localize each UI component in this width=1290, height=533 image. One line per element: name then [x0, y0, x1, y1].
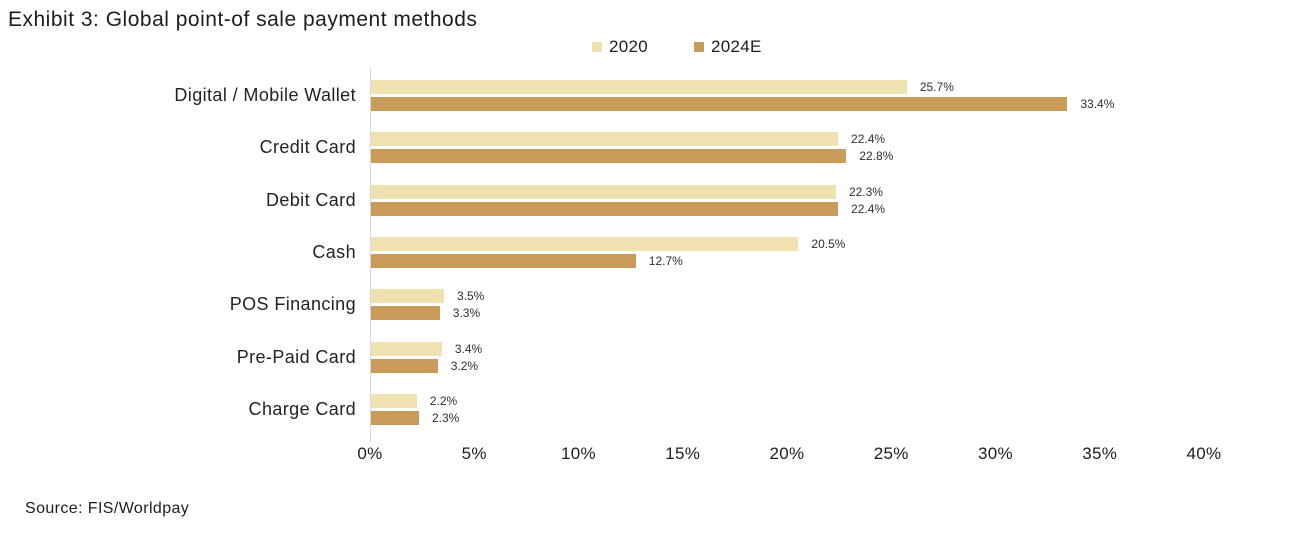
category-label-cash: Cash	[312, 241, 356, 262]
category-label-pre-paid-card: Pre-Paid Card	[236, 346, 356, 367]
bar-2020-charge-card	[371, 393, 417, 408]
bar-2020-pre-paid-card	[371, 341, 442, 356]
bar-group-digital-mobile-wallet: 25.7% 33.4%	[371, 80, 1205, 111]
legend-swatch-icon	[592, 42, 602, 52]
legend-label: 2020	[609, 37, 649, 56]
category-label-charge-card: Charge Card	[248, 398, 356, 419]
value-label-2020-cash: 20.5%	[811, 236, 846, 251]
x-tick-15: 15%	[665, 444, 701, 463]
category-label-pos-financing: POS Financing	[229, 294, 356, 315]
legend-swatch-icon	[694, 42, 705, 52]
bar-2024e-pos-financing	[371, 306, 440, 321]
legend-label: 2024E	[711, 37, 762, 56]
bar-2024e-cash	[371, 253, 636, 268]
value-label-2024e-digital-mobile-wallet: 33.4%	[1080, 97, 1115, 111]
bar-row-2024e-cash: 12.7%	[371, 253, 1205, 268]
bar-row-2020-debit-card: 22.3%	[371, 184, 1205, 199]
bar-row-2020-credit-card: 22.4%	[371, 132, 1205, 147]
category-label-debit-card: Debit Card	[265, 189, 356, 210]
x-tick-5: 5%	[461, 444, 487, 463]
value-label-2020-pos-financing: 3.5%	[456, 289, 485, 304]
x-tick-20: 20%	[769, 444, 805, 463]
x-tick-0: 0%	[357, 444, 383, 463]
value-label-2020-credit-card: 22.4%	[851, 132, 886, 147]
bar-group-charge-card: 2.2% 2.3%	[371, 393, 1205, 425]
bar-row-2020-cash: 20.5%	[371, 236, 1205, 251]
value-label-2020-charge-card: 2.2%	[429, 393, 458, 408]
x-tick-25: 25%	[873, 444, 909, 463]
bar-2024e-digital-mobile-wallet	[371, 97, 1068, 111]
legend: 2020 2024E	[592, 37, 762, 57]
bar-group-credit-card: 22.4% 22.8%	[371, 132, 1205, 164]
x-tick-40: 40%	[1186, 444, 1222, 463]
category-label-digital-mobile-wallet: Digital / Mobile Wallet	[174, 85, 356, 105]
bar-row-2020-pre-paid-card: 3.4%	[371, 341, 1205, 356]
legend-item-2024e: 2024E	[694, 37, 762, 57]
bar-row-2024e-credit-card: 22.8%	[371, 149, 1205, 164]
bar-2024e-pre-paid-card	[371, 358, 438, 373]
value-label-2020-digital-mobile-wallet: 25.7%	[919, 80, 954, 94]
bar-row-2024e-digital-mobile-wallet: 33.4%	[371, 97, 1205, 111]
bar-2020-pos-financing	[371, 289, 444, 304]
value-label-2020-pre-paid-card: 3.4%	[454, 341, 483, 356]
bar-2024e-debit-card	[371, 201, 839, 216]
value-label-2024e-cash: 12.7%	[648, 253, 683, 268]
bar-row-2024e-pre-paid-card: 3.2%	[371, 358, 1205, 373]
bar-group-debit-card: 22.3% 22.4%	[371, 184, 1205, 216]
category-labels: Digital / Mobile Wallet Credit Card Debit …	[0, 68, 356, 442]
value-label-2024e-debit-card: 22.4%	[851, 201, 886, 216]
x-axis: 0% 5% 10% 15% 20% 25% 30% 35% 40%	[357, 444, 1221, 466]
bar-2020-debit-card	[371, 184, 836, 199]
plot-area: 25.7% 33.4% 22.4% 22.8% 22.3% 22.4% 20.5% 12.7%…	[370, 68, 1205, 442]
bar-2020-digital-mobile-wallet	[371, 80, 907, 94]
bar-2024e-charge-card	[371, 410, 419, 425]
value-label-2024e-charge-card: 2.3%	[431, 410, 460, 425]
bar-group-pos-financing: 3.5% 3.3%	[371, 289, 1205, 321]
bar-row-2020-digital-mobile-wallet: 25.7%	[371, 80, 1205, 94]
x-tick-35: 35%	[1082, 444, 1118, 463]
bar-2024e-credit-card	[371, 149, 847, 164]
value-label-2024e-pre-paid-card: 3.2%	[450, 358, 479, 373]
legend-item-2020: 2020	[592, 37, 648, 57]
chart-title: Exhibit 3: Global point-of sale payment …	[8, 8, 478, 31]
x-tick-10: 10%	[561, 444, 596, 463]
source-note: Source: FIS/Worldpay	[25, 500, 190, 517]
bar-group-cash: 20.5% 12.7%	[371, 236, 1205, 268]
bar-row-2020-charge-card: 2.2%	[371, 393, 1205, 408]
bar-2020-credit-card	[371, 132, 839, 147]
value-label-2024e-pos-financing: 3.3%	[452, 306, 481, 321]
x-tick-30: 30%	[978, 444, 1013, 463]
bar-2020-cash	[371, 236, 799, 251]
bar-group-pre-paid-card: 3.4% 3.2%	[371, 341, 1205, 373]
value-label-2020-debit-card: 22.3%	[848, 184, 883, 199]
bar-row-2024e-charge-card: 2.3%	[371, 410, 1205, 425]
bar-row-2020-pos-financing: 3.5%	[371, 289, 1205, 304]
bar-row-2024e-pos-financing: 3.3%	[371, 306, 1205, 321]
value-label-2024e-credit-card: 22.8%	[859, 149, 894, 164]
bar-row-2024e-debit-card: 22.4%	[371, 201, 1205, 216]
category-label-credit-card: Credit Card	[259, 137, 356, 158]
